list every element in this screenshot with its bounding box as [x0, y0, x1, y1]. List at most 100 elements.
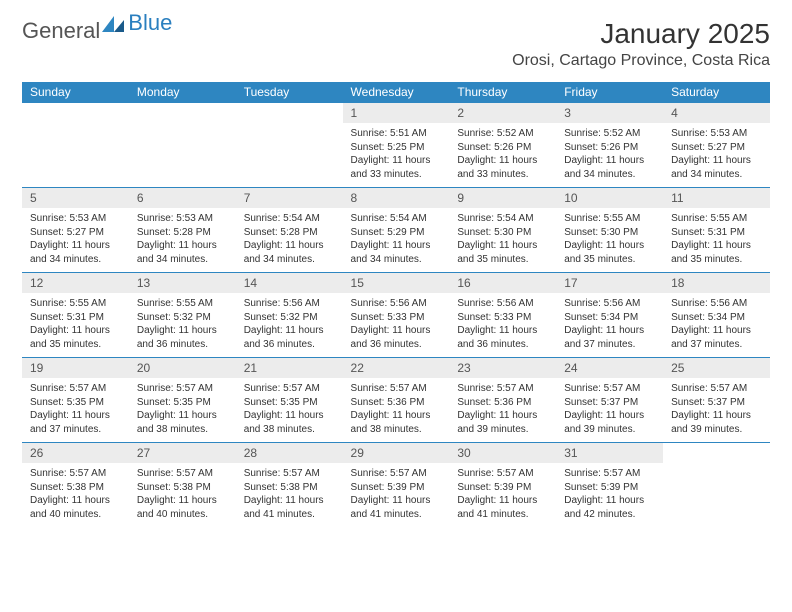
location: Orosi, Cartago Province, Costa Rica: [512, 52, 770, 70]
calendar-week: 12Sunrise: 5:55 AMSunset: 5:31 PMDayligh…: [22, 273, 770, 358]
calendar-cell: 22Sunrise: 5:57 AMSunset: 5:36 PMDayligh…: [343, 358, 450, 443]
logo-text-blue: Blue: [128, 10, 172, 36]
day-details: Sunrise: 5:56 AMSunset: 5:33 PMDaylight:…: [449, 293, 556, 357]
calendar-cell: 10Sunrise: 5:55 AMSunset: 5:30 PMDayligh…: [556, 188, 663, 273]
day-number: 16: [449, 273, 556, 293]
calendar-cell: 2Sunrise: 5:52 AMSunset: 5:26 PMDaylight…: [449, 103, 556, 188]
month-title: January 2025: [512, 18, 770, 50]
day-details: Sunrise: 5:53 AMSunset: 5:27 PMDaylight:…: [663, 123, 770, 187]
day-number: 23: [449, 358, 556, 378]
day-details: Sunrise: 5:57 AMSunset: 5:38 PMDaylight:…: [22, 463, 129, 527]
calendar-cell: 24Sunrise: 5:57 AMSunset: 5:37 PMDayligh…: [556, 358, 663, 443]
calendar-cell: 14Sunrise: 5:56 AMSunset: 5:32 PMDayligh…: [236, 273, 343, 358]
header: General Blue January 2025 Orosi, Cartago…: [22, 18, 770, 70]
calendar-cell: 15Sunrise: 5:56 AMSunset: 5:33 PMDayligh…: [343, 273, 450, 358]
day-number: 11: [663, 188, 770, 208]
calendar-cell: 18Sunrise: 5:56 AMSunset: 5:34 PMDayligh…: [663, 273, 770, 358]
calendar-cell: 3Sunrise: 5:52 AMSunset: 5:26 PMDaylight…: [556, 103, 663, 188]
day-number: 18: [663, 273, 770, 293]
logo-text-general: General: [22, 18, 100, 44]
day-number: 25: [663, 358, 770, 378]
day-details: Sunrise: 5:57 AMSunset: 5:36 PMDaylight:…: [449, 378, 556, 442]
calendar-cell: 29Sunrise: 5:57 AMSunset: 5:39 PMDayligh…: [343, 443, 450, 528]
day-number: 22: [343, 358, 450, 378]
day-details: Sunrise: 5:55 AMSunset: 5:31 PMDaylight:…: [663, 208, 770, 272]
calendar-cell: 17Sunrise: 5:56 AMSunset: 5:34 PMDayligh…: [556, 273, 663, 358]
day-number: 24: [556, 358, 663, 378]
calendar-cell: [22, 103, 129, 188]
day-number: 13: [129, 273, 236, 293]
day-details: Sunrise: 5:55 AMSunset: 5:30 PMDaylight:…: [556, 208, 663, 272]
day-number: 9: [449, 188, 556, 208]
day-details: Sunrise: 5:56 AMSunset: 5:34 PMDaylight:…: [556, 293, 663, 357]
day-number: 26: [22, 443, 129, 463]
day-number: 2: [449, 103, 556, 123]
day-details: Sunrise: 5:57 AMSunset: 5:39 PMDaylight:…: [343, 463, 450, 527]
day-number: 5: [22, 188, 129, 208]
day-number: 6: [129, 188, 236, 208]
day-details: Sunrise: 5:55 AMSunset: 5:32 PMDaylight:…: [129, 293, 236, 357]
day-details: Sunrise: 5:54 AMSunset: 5:29 PMDaylight:…: [343, 208, 450, 272]
day-details: Sunrise: 5:57 AMSunset: 5:38 PMDaylight:…: [236, 463, 343, 527]
calendar-cell: 12Sunrise: 5:55 AMSunset: 5:31 PMDayligh…: [22, 273, 129, 358]
calendar-cell: 30Sunrise: 5:57 AMSunset: 5:39 PMDayligh…: [449, 443, 556, 528]
day-number: 1: [343, 103, 450, 123]
calendar-cell: [663, 443, 770, 528]
day-number: 10: [556, 188, 663, 208]
day-details: Sunrise: 5:52 AMSunset: 5:26 PMDaylight:…: [449, 123, 556, 187]
calendar-cell: 20Sunrise: 5:57 AMSunset: 5:35 PMDayligh…: [129, 358, 236, 443]
dow-row: SundayMondayTuesdayWednesdayThursdayFrid…: [22, 82, 770, 103]
dow-header: Saturday: [663, 82, 770, 103]
calendar-week: 1Sunrise: 5:51 AMSunset: 5:25 PMDaylight…: [22, 103, 770, 188]
day-number: 20: [129, 358, 236, 378]
dow-header: Thursday: [449, 82, 556, 103]
day-number: 30: [449, 443, 556, 463]
day-number: 15: [343, 273, 450, 293]
day-details: Sunrise: 5:57 AMSunset: 5:39 PMDaylight:…: [556, 463, 663, 527]
day-details: Sunrise: 5:54 AMSunset: 5:28 PMDaylight:…: [236, 208, 343, 272]
dow-header: Tuesday: [236, 82, 343, 103]
calendar-cell: 8Sunrise: 5:54 AMSunset: 5:29 PMDaylight…: [343, 188, 450, 273]
calendar-cell: [236, 103, 343, 188]
calendar-cell: 31Sunrise: 5:57 AMSunset: 5:39 PMDayligh…: [556, 443, 663, 528]
dow-header: Friday: [556, 82, 663, 103]
day-details: Sunrise: 5:57 AMSunset: 5:39 PMDaylight:…: [449, 463, 556, 527]
day-number: 12: [22, 273, 129, 293]
day-details: Sunrise: 5:57 AMSunset: 5:37 PMDaylight:…: [556, 378, 663, 442]
day-details: Sunrise: 5:55 AMSunset: 5:31 PMDaylight:…: [22, 293, 129, 357]
day-number: 21: [236, 358, 343, 378]
calendar-cell: 26Sunrise: 5:57 AMSunset: 5:38 PMDayligh…: [22, 443, 129, 528]
day-details: Sunrise: 5:57 AMSunset: 5:36 PMDaylight:…: [343, 378, 450, 442]
dow-header: Monday: [129, 82, 236, 103]
day-details: Sunrise: 5:57 AMSunset: 5:37 PMDaylight:…: [663, 378, 770, 442]
day-details: Sunrise: 5:53 AMSunset: 5:27 PMDaylight:…: [22, 208, 129, 272]
calendar-cell: 7Sunrise: 5:54 AMSunset: 5:28 PMDaylight…: [236, 188, 343, 273]
day-number: 27: [129, 443, 236, 463]
calendar-cell: 28Sunrise: 5:57 AMSunset: 5:38 PMDayligh…: [236, 443, 343, 528]
logo-mark-icon: [102, 12, 124, 38]
calendar-cell: 23Sunrise: 5:57 AMSunset: 5:36 PMDayligh…: [449, 358, 556, 443]
day-number: 28: [236, 443, 343, 463]
calendar-week: 19Sunrise: 5:57 AMSunset: 5:35 PMDayligh…: [22, 358, 770, 443]
calendar-week: 5Sunrise: 5:53 AMSunset: 5:27 PMDaylight…: [22, 188, 770, 273]
calendar-cell: 13Sunrise: 5:55 AMSunset: 5:32 PMDayligh…: [129, 273, 236, 358]
logo: General Blue: [22, 18, 172, 44]
day-details: Sunrise: 5:57 AMSunset: 5:38 PMDaylight:…: [129, 463, 236, 527]
calendar-table: SundayMondayTuesdayWednesdayThursdayFrid…: [22, 82, 770, 527]
day-details: Sunrise: 5:56 AMSunset: 5:34 PMDaylight:…: [663, 293, 770, 357]
calendar-cell: 9Sunrise: 5:54 AMSunset: 5:30 PMDaylight…: [449, 188, 556, 273]
day-number: 4: [663, 103, 770, 123]
day-number: 29: [343, 443, 450, 463]
day-number: 19: [22, 358, 129, 378]
calendar-cell: 11Sunrise: 5:55 AMSunset: 5:31 PMDayligh…: [663, 188, 770, 273]
day-details: Sunrise: 5:57 AMSunset: 5:35 PMDaylight:…: [236, 378, 343, 442]
calendar-cell: 4Sunrise: 5:53 AMSunset: 5:27 PMDaylight…: [663, 103, 770, 188]
calendar-week: 26Sunrise: 5:57 AMSunset: 5:38 PMDayligh…: [22, 443, 770, 528]
day-details: Sunrise: 5:57 AMSunset: 5:35 PMDaylight:…: [22, 378, 129, 442]
dow-header: Sunday: [22, 82, 129, 103]
day-details: Sunrise: 5:53 AMSunset: 5:28 PMDaylight:…: [129, 208, 236, 272]
day-number: 8: [343, 188, 450, 208]
day-details: Sunrise: 5:56 AMSunset: 5:33 PMDaylight:…: [343, 293, 450, 357]
day-number: 17: [556, 273, 663, 293]
calendar-cell: 21Sunrise: 5:57 AMSunset: 5:35 PMDayligh…: [236, 358, 343, 443]
